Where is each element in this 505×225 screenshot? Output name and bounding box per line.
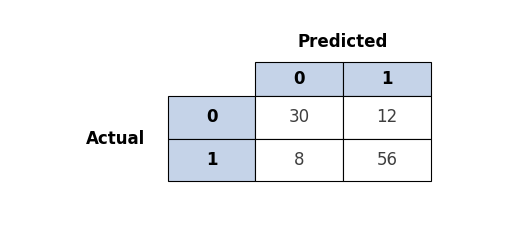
Bar [168, 139, 255, 181]
Text: 12: 12 [375, 108, 396, 126]
Text: Actual: Actual [86, 130, 145, 148]
Text: 30: 30 [288, 108, 309, 126]
Text: 56: 56 [376, 151, 396, 169]
Text: 0: 0 [206, 108, 217, 126]
Bar [342, 139, 430, 181]
Bar [342, 62, 430, 96]
Text: Predicted: Predicted [297, 33, 387, 51]
Bar [255, 139, 342, 181]
Bar [342, 96, 430, 139]
Bar [168, 96, 255, 139]
Bar [255, 62, 342, 96]
Bar [255, 96, 342, 139]
Text: 1: 1 [380, 70, 392, 88]
Text: 0: 0 [293, 70, 305, 88]
Text: 8: 8 [293, 151, 304, 169]
Text: 1: 1 [206, 151, 217, 169]
